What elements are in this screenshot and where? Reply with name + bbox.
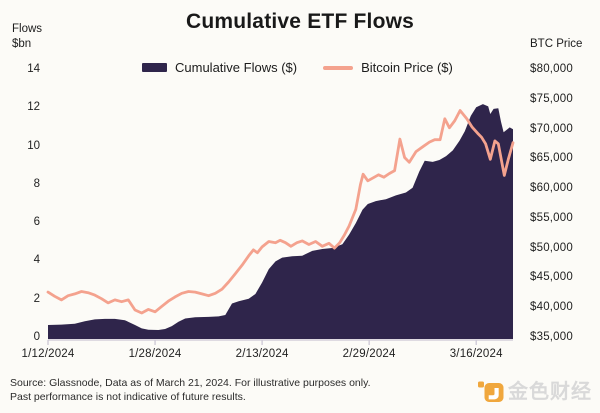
right-axis-title: BTC Price (530, 38, 583, 50)
legend: Cumulative Flows ($) Bitcoin Price ($) (142, 60, 453, 75)
y-right-tick-label: $55,000 (530, 211, 573, 224)
x-tick-label: 3/16/2024 (449, 348, 503, 360)
y-right-tick-label: $50,000 (530, 241, 573, 254)
y-left-tick-label: 6 (33, 216, 40, 229)
y-left-tick-label: 14 (27, 63, 40, 75)
y-left-tick-label: 2 (33, 292, 40, 305)
y-right-tick-label: $65,000 (530, 152, 573, 165)
y-left-tick-label: 10 (27, 139, 40, 152)
y-right-tick-label: $40,000 (530, 301, 573, 314)
y-left-tick-label: 8 (33, 177, 40, 190)
y-right-tick-label: $75,000 (530, 92, 573, 105)
y-left-tick-label: 0 (33, 331, 40, 343)
chart-title: Cumulative ETF Flows (185, 10, 415, 33)
legend-item-btc: Bitcoin Price ($) (323, 60, 453, 75)
x-tick-label: 2/13/2024 (235, 348, 289, 360)
y-right-tick-label: $45,000 (530, 271, 573, 284)
left-axis-title-line2: $bn (12, 38, 32, 50)
legend-flows-label: Cumulative Flows ($) (175, 60, 298, 75)
legend-btc-label: Bitcoin Price ($) (361, 60, 453, 75)
x-tick-label: 1/12/2024 (21, 348, 75, 360)
left-axis-title-line1: Flows (12, 23, 43, 35)
jinse-logo-icon (478, 381, 504, 402)
y-right-tick-label: $60,000 (530, 182, 573, 195)
jinse-finance-logo: 金色财经 (478, 380, 592, 404)
y-left-tick-label: 12 (27, 101, 40, 114)
y-right-tick-label: $35,000 (530, 331, 573, 343)
x-tick-label: 1/28/2024 (128, 348, 182, 360)
btc-line-swatch-icon (323, 65, 354, 70)
flows-area-swatch-icon (142, 63, 167, 72)
bitcoin-price-line (46, 109, 515, 315)
y-left-tick-label: 4 (33, 254, 40, 267)
source-note: Source: Glassnode, Data as of March 21, … (10, 377, 371, 403)
x-tick-label: 2/29/2024 (342, 348, 396, 360)
cumulative-flows-area (48, 104, 513, 339)
y-right-tick-label: $70,000 (530, 122, 573, 135)
left-axis-title: Flows $bn (12, 22, 42, 52)
y-right-tick-label: $80,000 (530, 63, 573, 75)
legend-item-flows: Cumulative Flows ($) (142, 60, 297, 75)
jinse-logo-text: 金色财经 (508, 381, 592, 403)
